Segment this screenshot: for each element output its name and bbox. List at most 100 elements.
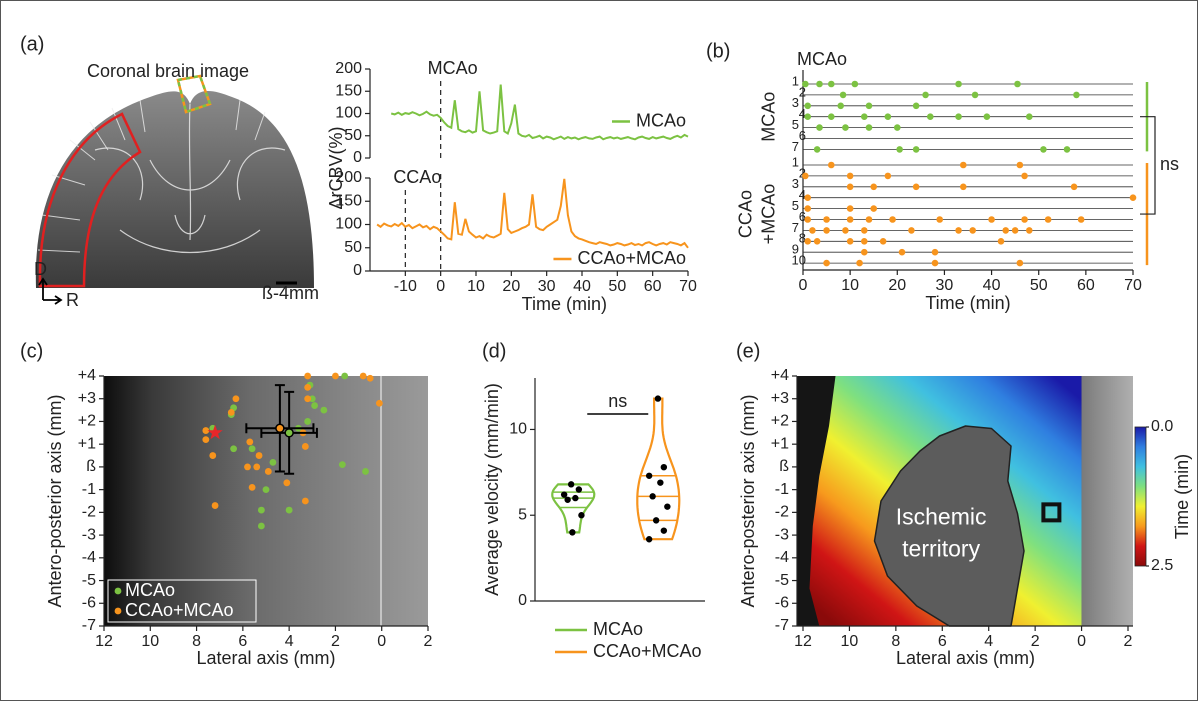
point bbox=[232, 395, 240, 403]
point bbox=[304, 383, 312, 391]
legend-swatch bbox=[114, 607, 122, 615]
data-point bbox=[649, 493, 656, 500]
event-dot bbox=[827, 161, 835, 169]
event-label: CCAo bbox=[393, 167, 441, 187]
colorbar bbox=[1134, 426, 1147, 567]
mean-point bbox=[284, 428, 294, 438]
atlas-lines bbox=[94, 103, 286, 253]
x-tick-label: 70 bbox=[1124, 277, 1142, 294]
y-tick-label: +2 bbox=[78, 413, 96, 430]
point bbox=[202, 436, 210, 444]
event-dot bbox=[860, 113, 868, 120]
event-dot bbox=[804, 238, 812, 245]
panel-label: (d) bbox=[482, 340, 506, 362]
y-tick-label: -7 bbox=[82, 617, 96, 634]
row-label: 1 bbox=[792, 154, 799, 169]
point bbox=[376, 399, 383, 407]
event-dot bbox=[851, 80, 859, 88]
y-tick-label: -5 bbox=[82, 572, 96, 589]
point bbox=[301, 497, 309, 505]
series-line bbox=[376, 178, 689, 249]
y-tick-label: +1 bbox=[771, 435, 789, 452]
event-dot bbox=[896, 146, 903, 153]
x-tick-label: 10 bbox=[841, 277, 859, 294]
event-dot bbox=[804, 194, 812, 201]
point bbox=[262, 486, 270, 494]
brain-section bbox=[35, 90, 315, 288]
point bbox=[320, 406, 328, 414]
series-line bbox=[390, 84, 689, 141]
event-dot bbox=[1002, 227, 1010, 234]
event-dot bbox=[1025, 113, 1033, 120]
row-label: 2 bbox=[799, 165, 806, 180]
event-label: MCAo bbox=[797, 49, 847, 69]
y-tick-label: -3 bbox=[775, 526, 789, 543]
legend-label: CCAo+MCAo bbox=[593, 641, 702, 661]
x-tick-label: 60 bbox=[644, 278, 662, 295]
y-tick-label: +3 bbox=[78, 390, 96, 407]
y-tick-label: 100 bbox=[335, 105, 362, 122]
point bbox=[227, 408, 235, 416]
y-tick-label: 5 bbox=[518, 506, 527, 523]
y-tick-label: 10 bbox=[509, 421, 527, 438]
y-tick-label: +1 bbox=[78, 435, 96, 452]
y-tick-label: 200 bbox=[335, 169, 362, 186]
y-tick-label: -6 bbox=[775, 594, 789, 611]
point bbox=[248, 445, 256, 453]
y-tick-label: 150 bbox=[335, 192, 362, 209]
event-dot bbox=[912, 102, 920, 110]
row-label: 4 bbox=[799, 106, 806, 121]
data-point bbox=[578, 512, 585, 519]
y-axis-label: ΔrCBV(%) bbox=[326, 126, 346, 209]
ultrasound-image bbox=[104, 376, 428, 626]
data-point bbox=[660, 464, 668, 471]
panel-label: (c) bbox=[20, 340, 43, 362]
event-dot bbox=[837, 102, 845, 110]
point bbox=[269, 458, 277, 466]
point bbox=[248, 483, 256, 491]
point bbox=[264, 468, 272, 475]
x-tick-label: 30 bbox=[538, 278, 556, 295]
event-dot bbox=[884, 113, 892, 120]
event-label: MCAo bbox=[428, 58, 478, 78]
event-dot bbox=[889, 216, 896, 223]
image-title: Coronal brain image bbox=[87, 61, 249, 81]
event-dot bbox=[1077, 216, 1085, 223]
x-tick-label: 0 bbox=[377, 633, 386, 650]
x-axis-label: Time (min) bbox=[925, 293, 1010, 313]
event-dot bbox=[959, 183, 967, 191]
data-point bbox=[567, 481, 575, 488]
x-tick-label: 60 bbox=[1077, 277, 1095, 294]
legend-label: CCAo+MCAo bbox=[125, 600, 234, 620]
x-tick-label: 20 bbox=[888, 277, 906, 294]
event-dot bbox=[936, 216, 944, 223]
event-dot bbox=[908, 227, 915, 234]
event-dot bbox=[823, 216, 830, 223]
row-label: 6 bbox=[799, 209, 806, 224]
atlas-lines bbox=[37, 99, 266, 253]
row-label: 8 bbox=[799, 231, 806, 246]
cortex-outline bbox=[38, 112, 142, 288]
event-dot bbox=[1025, 227, 1033, 234]
panel-label: (b) bbox=[706, 40, 730, 62]
data-point bbox=[664, 503, 671, 510]
point bbox=[257, 506, 265, 514]
group-label: MCAo bbox=[759, 92, 779, 142]
row-label: 1 bbox=[792, 73, 799, 88]
point bbox=[366, 374, 374, 382]
x-tick-label: 70 bbox=[679, 278, 697, 295]
event-dot bbox=[955, 113, 962, 120]
y-axis-label: Antero-posterior axis (mm) bbox=[45, 394, 65, 607]
point bbox=[246, 438, 254, 446]
row-label: 2 bbox=[799, 84, 806, 99]
event-dot bbox=[870, 183, 878, 191]
event-dot bbox=[969, 227, 977, 234]
event-dot bbox=[827, 80, 835, 88]
x-tick-label: 2 bbox=[1124, 633, 1133, 650]
point bbox=[255, 452, 263, 459]
event-dot bbox=[1016, 259, 1024, 267]
event-dot bbox=[1073, 91, 1080, 99]
event-dot bbox=[988, 216, 995, 223]
event-dot bbox=[842, 124, 849, 131]
y-tick-label: ß bbox=[86, 458, 96, 475]
